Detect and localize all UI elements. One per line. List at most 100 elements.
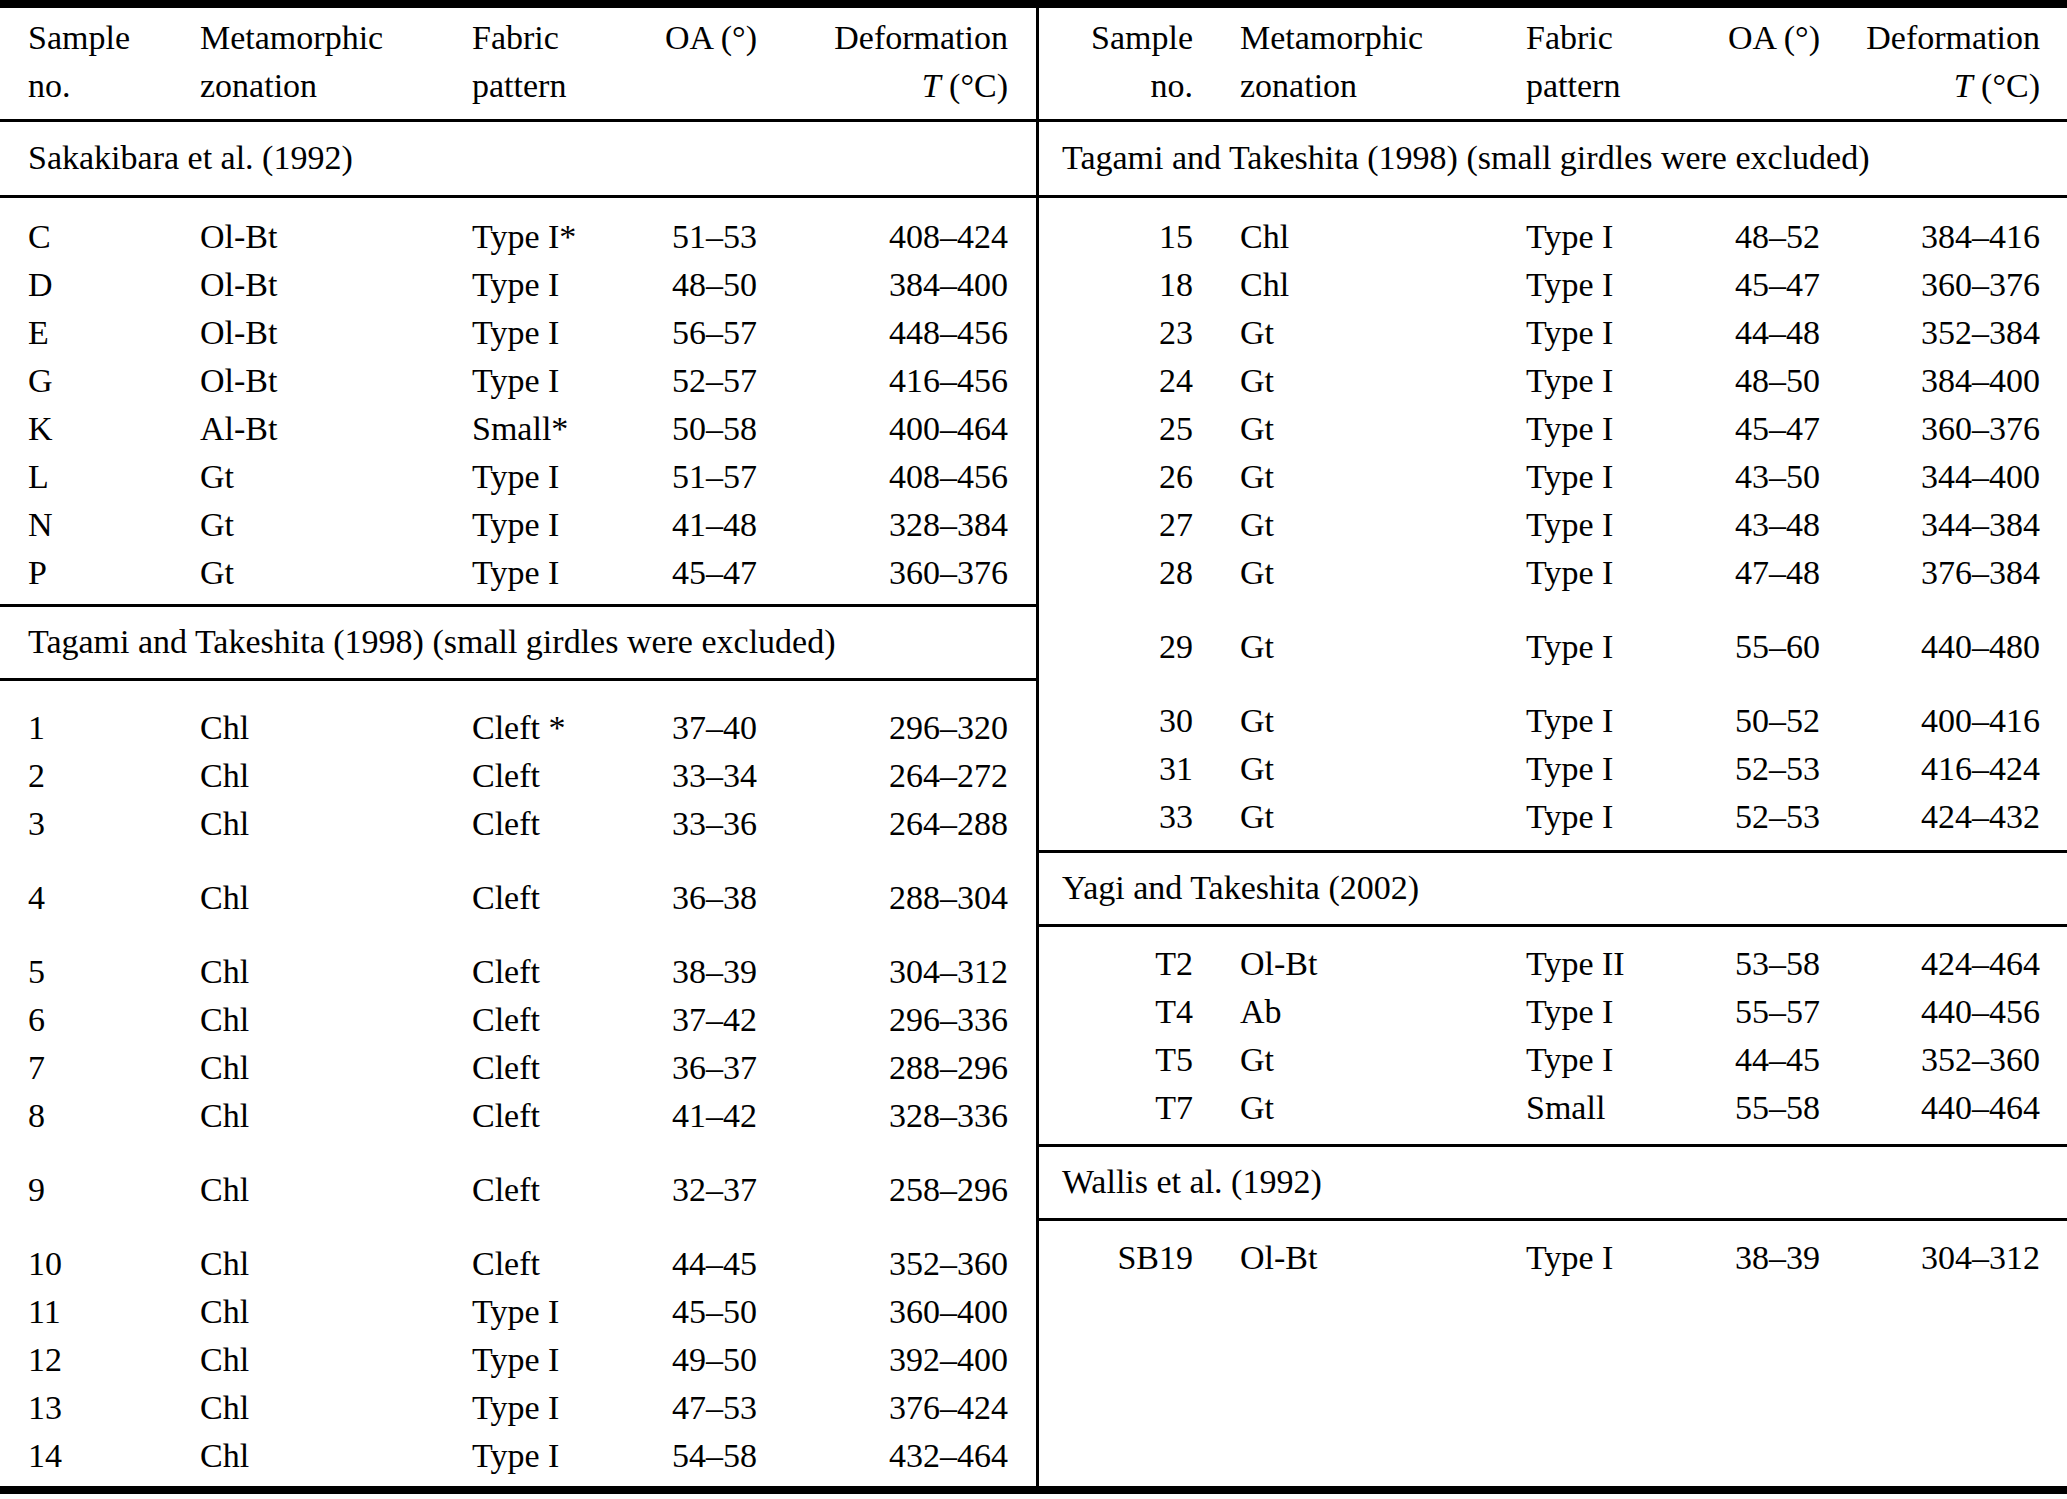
cell-oa: 52–53 [1663, 793, 1820, 841]
cell-metamorphic-zonation: Ab [1240, 988, 1490, 1036]
left-header-zonation: zonation [200, 62, 317, 110]
cell-sample-no: 28 [1055, 549, 1193, 597]
right-section2-top-rule [1037, 850, 2067, 853]
left-section2-top-rule [0, 604, 1037, 607]
left-header-no: no. [28, 62, 71, 110]
cell-oa: 49–50 [600, 1336, 757, 1384]
cell-oa: 47–48 [1663, 549, 1820, 597]
cell-metamorphic-zonation: Gt [1240, 793, 1490, 841]
cell-deformation-t: 384–416 [1862, 213, 2040, 261]
left-header-t-unit: T (°C) [830, 62, 1008, 110]
cell-deformation-t: 424–464 [1862, 940, 2040, 988]
cell-metamorphic-zonation: Chl [200, 1288, 450, 1336]
left-header-pattern: pattern [472, 62, 566, 110]
table-row: 29GtType I55–60440–480 [0, 623, 2067, 671]
cell-deformation-t: 440–464 [1862, 1084, 2040, 1132]
table-row: 31GtType I52–53416–424 [0, 745, 2067, 793]
cell-oa: 38–39 [1663, 1234, 1820, 1282]
cell-deformation-t: 344–384 [1862, 501, 2040, 549]
cell-oa: 45–47 [1663, 405, 1820, 453]
cell-metamorphic-zonation: Chl [1240, 213, 1490, 261]
table-row: 15ChlType I48–52384–416 [0, 213, 2067, 261]
cell-sample-no: T2 [1055, 940, 1193, 988]
cell-sample-no: 23 [1055, 309, 1193, 357]
cell-oa: 45–50 [600, 1288, 757, 1336]
right-section3-bottom-rule [1037, 1218, 2067, 1221]
cell-oa: 50–52 [1663, 697, 1820, 745]
cell-metamorphic-zonation: Chl [1240, 261, 1490, 309]
cell-sample-no: 15 [1055, 213, 1193, 261]
cell-oa: 55–60 [1663, 623, 1820, 671]
left-header-deformation: Deformation [830, 14, 1008, 62]
cell-metamorphic-zonation: Ol-Bt [1240, 1234, 1490, 1282]
cell-metamorphic-zonation: Chl [200, 874, 450, 922]
cell-oa: 47–53 [600, 1384, 757, 1432]
cell-oa: 52–53 [1663, 745, 1820, 793]
cell-metamorphic-zonation: Ol-Bt [1240, 940, 1490, 988]
cell-oa: 44–45 [1663, 1036, 1820, 1084]
table-row: T5GtType I44–45352–360 [0, 1036, 2067, 1084]
table-row: 13ChlType I47–53376–424 [0, 1384, 2067, 1432]
table-row: 23GtType I44–48352–384 [0, 309, 2067, 357]
left-section2-bottom-rule [0, 678, 1037, 681]
right-header-pattern: pattern [1526, 62, 1620, 110]
left-header-sample: Sample [28, 14, 130, 62]
cell-oa: 45–47 [1663, 261, 1820, 309]
cell-metamorphic-zonation: Gt [1240, 745, 1490, 793]
cell-metamorphic-zonation: Gt [1240, 623, 1490, 671]
table-row: T7GtSmall55–58440–464 [0, 1084, 2067, 1132]
right-header-sample: Sample [1055, 14, 1193, 62]
cell-deformation-t: 360–376 [1862, 405, 2040, 453]
cell-oa: 43–48 [1663, 501, 1820, 549]
left-header-oa: OA (°) [600, 14, 757, 62]
cell-oa: 44–48 [1663, 309, 1820, 357]
cell-sample-no: 30 [1055, 697, 1193, 745]
cell-sample-no: SB19 [1055, 1234, 1193, 1282]
cell-deformation-t: 376–384 [1862, 549, 2040, 597]
cell-deformation-t: 304–312 [1862, 1234, 2040, 1282]
cell-metamorphic-zonation: Chl [200, 1384, 450, 1432]
t-unit: (°C) [1981, 67, 2040, 104]
cell-sample-no: T4 [1055, 988, 1193, 1036]
cell-oa: 54–58 [600, 1432, 757, 1480]
cell-sample-no: 25 [1055, 405, 1193, 453]
cell-sample-no: 9 [28, 1166, 178, 1214]
paper-table: Sample Metamorphic Fabric OA (°) Deforma… [0, 0, 2067, 1499]
cell-sample-no: 14 [28, 1432, 178, 1480]
table-row: 4ChlCleft36–38288–304 [0, 874, 2067, 922]
right-header-fabric: Fabric [1526, 14, 1613, 62]
cell-oa: 48–52 [1663, 213, 1820, 261]
table-row: T4AbType I55–57440–456 [0, 988, 2067, 1036]
cell-deformation-t: 432–464 [830, 1432, 1008, 1480]
section-title: Yagi and Takeshita (2002) [1062, 864, 1419, 912]
cell-sample-no: 4 [28, 874, 178, 922]
cell-deformation-t: 400–416 [1862, 697, 2040, 745]
cell-metamorphic-zonation: Chl [200, 1336, 450, 1384]
table-row: 9ChlCleft32–37258–296 [0, 1166, 2067, 1214]
cell-oa: 48–50 [1663, 357, 1820, 405]
cell-sample-no: 12 [28, 1336, 178, 1384]
table-row: 26GtType I43–50344–400 [0, 453, 2067, 501]
cell-sample-no: 33 [1055, 793, 1193, 841]
cell-metamorphic-zonation: Gt [1240, 453, 1490, 501]
cell-sample-no: 11 [28, 1288, 178, 1336]
table-row: 27GtType I43–48344–384 [0, 501, 2067, 549]
header-underline-rule [0, 119, 2067, 122]
right-section2-bottom-rule [1037, 924, 2067, 927]
cell-metamorphic-zonation: Gt [1240, 1036, 1490, 1084]
cell-deformation-t: 440–480 [1862, 623, 2040, 671]
t-symbol: T [1954, 67, 1973, 104]
right-header-deformation: Deformation [1862, 14, 2040, 62]
right-header-oa: OA (°) [1663, 14, 1820, 62]
cell-metamorphic-zonation: Gt [1240, 549, 1490, 597]
table-row: 14ChlType I54–58432–464 [0, 1432, 2067, 1480]
section-title: Tagami and Takeshita (1998) (small girdl… [1062, 134, 1870, 182]
cell-metamorphic-zonation: Gt [1240, 1084, 1490, 1132]
cell-sample-no: 26 [1055, 453, 1193, 501]
table-row: 11ChlType I45–50360–400 [0, 1288, 2067, 1336]
table-row: 18ChlType I45–47360–376 [0, 261, 2067, 309]
cell-metamorphic-zonation: Chl [200, 1432, 450, 1480]
table-row: 12ChlType I49–50392–400 [0, 1336, 2067, 1384]
cell-metamorphic-zonation: Gt [1240, 501, 1490, 549]
cell-sample-no: T7 [1055, 1084, 1193, 1132]
